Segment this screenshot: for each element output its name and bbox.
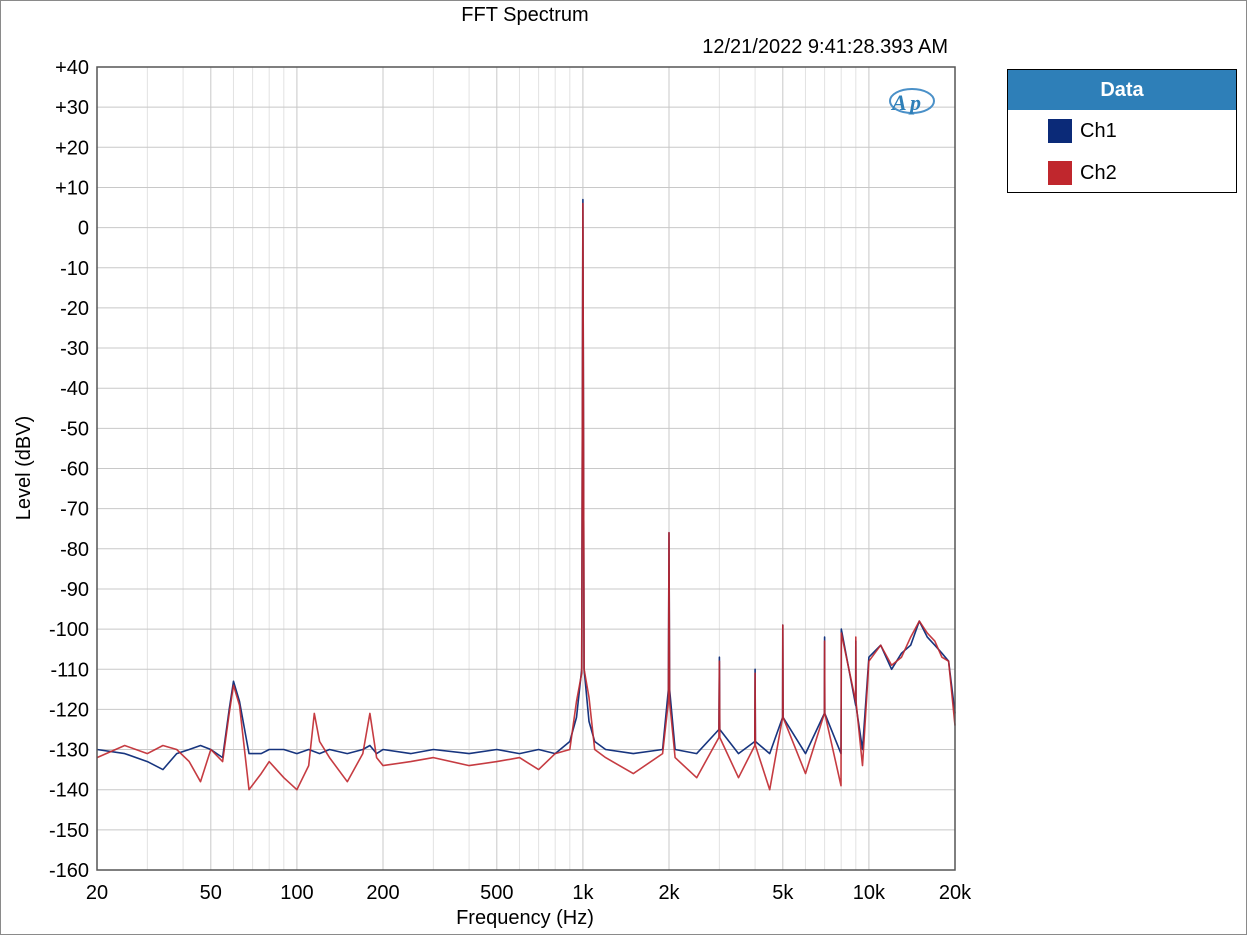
y-tick-label: 0 [78, 218, 89, 240]
ap-logo-icon: A p [889, 88, 935, 115]
y-tick-label: -90 [60, 579, 89, 601]
x-tick-label: 200 [366, 882, 399, 904]
svg-text:A: A [890, 90, 907, 115]
y-tick-label: +40 [55, 57, 89, 79]
y-tick-label: -80 [60, 539, 89, 561]
legend-header: Data [1008, 70, 1236, 110]
x-tick-label: 50 [200, 882, 222, 904]
y-tick-label: -60 [60, 459, 89, 481]
grid-layer [96, 66, 956, 871]
y-tick-label: -50 [60, 418, 89, 440]
legend: Data Ch1 Ch2 [1007, 69, 1237, 193]
x-tick-label: 500 [480, 882, 513, 904]
y-tick-label: -150 [49, 820, 89, 842]
legend-swatch-ch1 [1048, 119, 1072, 143]
tick-layer: 20 50 100 200 500 1k 2k 5k 10k 20k +40 +30 +20 +10 0 -1… [49, 57, 972, 904]
y-tick-label: -130 [49, 740, 89, 762]
chart-timestamp: 12/21/2022 9:41:28.393 AM [702, 36, 948, 58]
chart-title: FFT Spectrum [461, 4, 588, 26]
y-tick-label: -70 [60, 499, 89, 521]
y-tick-label: -140 [49, 780, 89, 802]
y-tick-label: -100 [49, 619, 89, 641]
x-tick-label: 20k [939, 882, 972, 904]
y-tick-label: -10 [60, 258, 89, 280]
y-tick-label: +20 [55, 137, 89, 159]
y-tick-label: +10 [55, 177, 89, 199]
series-line-ch1 [96, 198, 956, 771]
x-tick-label: 2k [658, 882, 680, 904]
plot-layer [96, 198, 956, 791]
legend-label-ch1: Ch1 [1080, 119, 1117, 142]
y-tick-label: +30 [55, 97, 89, 119]
y-tick-label: -30 [60, 338, 89, 360]
legend-label-ch2: Ch2 [1080, 161, 1117, 184]
y-tick-label: -120 [49, 699, 89, 721]
y-tick-label: -40 [60, 378, 89, 400]
legend-swatch-ch2 [1048, 161, 1072, 185]
svg-text:p: p [908, 90, 921, 115]
legend-item-ch1[interactable]: Ch1 [1008, 110, 1236, 152]
series-line-ch2 [96, 202, 956, 791]
x-tick-label: 20 [86, 882, 108, 904]
y-tick-label: -110 [50, 659, 89, 681]
y-axis-label: Level (dBV) [13, 416, 35, 521]
x-tick-label: 10k [853, 882, 886, 904]
x-axis-label: Frequency (Hz) [456, 907, 594, 929]
y-tick-label: -160 [49, 860, 89, 882]
legend-item-ch2[interactable]: Ch2 [1008, 152, 1236, 194]
y-tick-label: -20 [60, 298, 89, 320]
x-tick-label: 5k [772, 882, 794, 904]
plot-area-border [96, 66, 956, 871]
x-tick-label: 100 [280, 882, 313, 904]
x-tick-label: 1k [572, 882, 594, 904]
